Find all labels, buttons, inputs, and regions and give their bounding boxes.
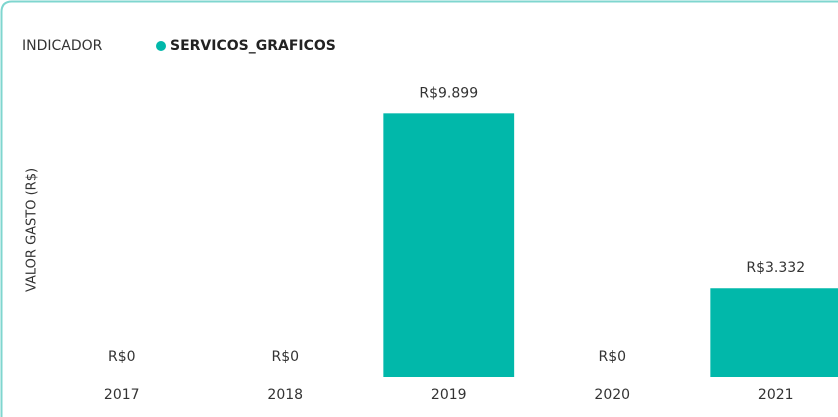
data-label: R$9.899 [419,85,478,101]
x-tick-label: 2018 [267,387,303,403]
x-tick-label: 2020 [594,387,630,403]
bar [383,113,515,378]
y-axis-label: VALOR GASTO (R$) [25,168,40,292]
x-tick-label: 2019 [431,387,467,403]
data-label: R$0 [108,349,136,365]
legend-title: INDICADOR [22,38,103,54]
data-label: R$0 [271,349,299,365]
legend-swatch [156,41,166,51]
data-label: R$0 [598,349,626,365]
data-label: R$3.332 [746,260,805,276]
x-tick-label: 2017 [104,387,140,403]
legend-label: SERVICOS_GRAFICOS [170,38,336,54]
bar [710,288,838,377]
x-tick-label: 2021 [758,387,794,403]
